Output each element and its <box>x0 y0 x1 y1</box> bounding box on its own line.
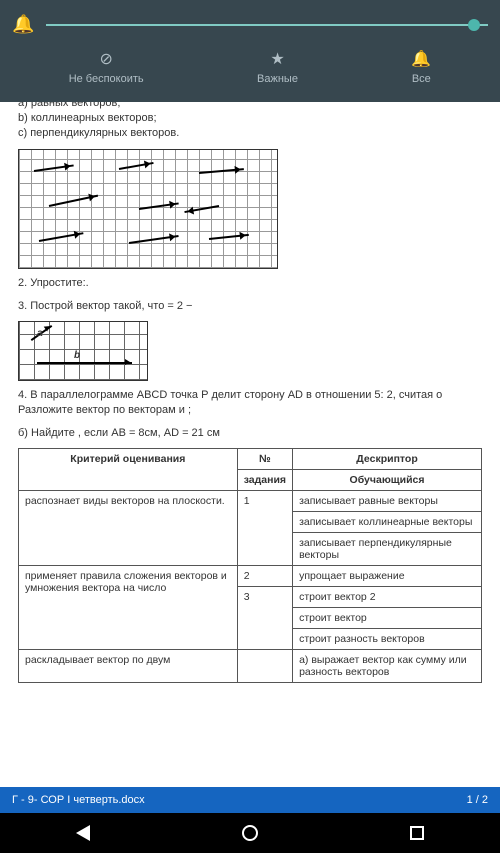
qs-important[interactable]: ★ Важные <box>257 49 298 85</box>
r3d3: строит разность векторов <box>293 629 482 650</box>
r1c1: распознает виды векторов на плоскости. <box>19 491 238 566</box>
th-criteria: Критерий оценивания <box>19 449 238 491</box>
r3d2: строит вектор <box>293 608 482 629</box>
volume-slider[interactable] <box>46 24 488 26</box>
bell-icon: 🔔 <box>12 14 34 35</box>
dnd-icon: ⊘ <box>99 49 112 69</box>
r1d2: записывает коллинеарные векторы <box>293 512 482 533</box>
vec-label-a: a <box>37 328 43 339</box>
qs-dnd-label: Не беспокоить <box>69 73 144 85</box>
q4b: б) Найдите , если АВ = 8см, AD = 21 см <box>18 426 482 440</box>
vector-diagram <box>18 149 278 269</box>
r4n <box>237 650 292 683</box>
nav-recent-button[interactable] <box>410 826 424 840</box>
r3d1: строит вектор 2 <box>293 587 482 608</box>
nav-home-button[interactable] <box>242 825 258 841</box>
bell-ring-icon: 🔔 <box>411 49 431 69</box>
q2: 2. Упростите:. <box>18 277 482 289</box>
page-indicator: 1 / 2 <box>467 794 488 806</box>
r4d1: а) выражает вектор как сумму или разност… <box>293 650 482 683</box>
r4c1: раскладывает вектор по двум <box>19 650 238 683</box>
rubric-table: Критерий оценивания № Дескриптор задания… <box>18 448 482 683</box>
r3n: 3 <box>237 587 292 650</box>
qs-all[interactable]: 🔔 Все <box>411 49 431 85</box>
r2c1: применяет правила сложения векторов и ум… <box>19 566 238 650</box>
document-page: СОР №1 9 класс время в 1. Используя рису… <box>0 0 500 787</box>
small-vector-grid: a b <box>18 321 148 381</box>
q3: 3. Построй вектор такой, что = 2 − <box>18 299 482 313</box>
qs-dnd[interactable]: ⊘ Не беспокоить <box>69 49 144 85</box>
filename: Г - 9- СОР I четверть.docx <box>12 794 145 806</box>
th-student: Обучающийся <box>293 470 482 491</box>
vec-label-b: b <box>74 350 80 361</box>
q1c: c) перпендикулярных векторов. <box>18 127 482 139</box>
r1d1: записывает равные векторы <box>293 491 482 512</box>
th-num1: № <box>237 449 292 470</box>
r2n: 2 <box>237 566 292 587</box>
q1b: b) коллинеарных векторов; <box>18 112 482 124</box>
th-num2: задания <box>237 470 292 491</box>
th-desc: Дескриптор <box>293 449 482 470</box>
r1d3: записывает перпендикулярные векторы <box>293 533 482 566</box>
r2d1: упрощает выражение <box>293 566 482 587</box>
nav-back-button[interactable] <box>76 825 90 841</box>
qs-important-label: Важные <box>257 73 298 85</box>
r1n: 1 <box>237 491 292 566</box>
nav-bar <box>0 813 500 853</box>
q4-line2: Разложите вектор по векторам и ; <box>18 404 482 416</box>
notification-panel[interactable]: 🔔 ⊘ Не беспокоить ★ Важные 🔔 Все <box>0 0 500 102</box>
q4: 4. В параллелограмме ABCD точка Р делит … <box>18 389 482 401</box>
qs-all-label: Все <box>412 73 431 85</box>
footer-bar: Г - 9- СОР I четверть.docx 1 / 2 <box>0 787 500 813</box>
star-icon: ★ <box>270 49 284 69</box>
slider-thumb[interactable] <box>468 19 480 31</box>
